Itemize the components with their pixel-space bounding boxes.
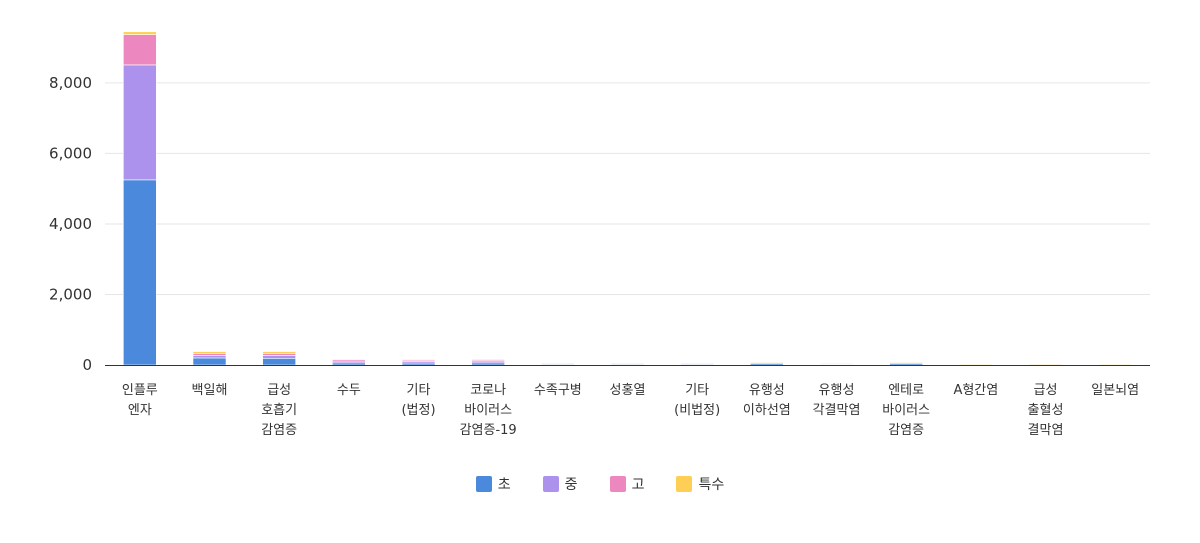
bar-segment[interactable] [471,362,505,366]
bar-segment[interactable] [332,362,366,366]
bar-segment[interactable] [1028,363,1063,365]
y-tick-label: 8,000 [49,74,92,92]
legend-label: 고 [631,477,645,493]
bar-segment[interactable] [123,179,157,366]
x-tick-label: 기타 (법정) [401,383,435,418]
x-tick-label: 성홍열 [610,383,646,398]
x-tick-label: A형간염 [953,383,998,398]
bar-segment[interactable] [959,363,993,366]
x-tick-label: 백일해 [192,383,228,398]
bar-segment[interactable] [332,358,366,361]
x-tick-label: 일본뇌염 [1091,383,1139,398]
y-tick-label: 2,000 [49,285,92,303]
bar-segment[interactable] [262,357,296,366]
legend-swatch [609,476,626,492]
y-tick-label: 6,000 [49,144,92,162]
bar-segment[interactable] [819,363,854,365]
bar-segment[interactable] [123,31,157,35]
legend-label: 중 [564,477,578,493]
bar-segment[interactable] [680,363,714,365]
bar-segment[interactable] [262,355,296,359]
x-tick-label: 유행성 각결막염 [813,382,861,418]
stacked-bar-chart: 0 2,000 4,000 6,000 8,000 인플루 엔자 백일해 급성 호흡기 감염증 수두… [49,31,1150,438]
y-tick-label: 4,000 [49,215,92,233]
x-tick-label: 인플루 엔자 [122,383,158,418]
bar-segment[interactable] [192,357,227,366]
legend: 초 중 고 특수 [0,474,1200,494]
bar-segment[interactable] [123,64,157,181]
bar-segment[interactable] [471,359,505,361]
bar-segment[interactable] [192,351,227,354]
legend-item[interactable]: 초 [475,474,511,494]
legend-swatch [542,476,559,492]
bars [123,31,1132,366]
x-tick-label: 수족구병 [534,383,582,398]
gridlines [105,82,1150,295]
bar-segment[interactable] [192,355,227,359]
bar-segment[interactable] [889,361,923,363]
legend-item[interactable]: 중 [542,474,578,494]
x-tick-label: 수두 [337,383,361,398]
legend-swatch [676,476,693,492]
x-tick-label: 코로나 바이러스 감염증-19 [460,383,517,438]
legend-item[interactable]: 특수 [676,474,724,494]
x-tick-label: 급성 출혈성 결막염 [1028,383,1064,438]
bar-segment[interactable] [401,359,436,361]
bar-segment[interactable] [1098,363,1132,366]
y-tick-label: 0 [82,356,92,374]
legend-label: 특수 [698,477,725,493]
bar-segment[interactable] [262,351,296,354]
x-tick-label: 급성 호흡기 감염증 [261,383,297,438]
bar-segment[interactable] [123,34,157,66]
x-tick-label: 엔테로 바이러스 감염증 [882,383,930,438]
legend-swatch [475,476,492,492]
bar-segment[interactable] [192,353,227,356]
y-axis-ticks: 0 2,000 4,000 6,000 8,000 [49,74,92,374]
x-axis-ticks: 인플루 엔자 백일해 급성 호흡기 감염증 수두 기타 (법정) 코로나 바이러스 감염증-19 수족구… [122,382,1139,438]
x-tick-label: 유행성 이하선염 [743,382,791,418]
bar-segment[interactable] [541,363,575,365]
legend-item[interactable]: 고 [609,474,645,494]
legend-label: 초 [497,477,511,493]
bar-segment[interactable] [262,353,296,356]
bar-segment[interactable] [610,363,645,365]
x-tick-label: 기타 (비법정) [674,383,720,418]
bar-segment[interactable] [750,361,784,363]
